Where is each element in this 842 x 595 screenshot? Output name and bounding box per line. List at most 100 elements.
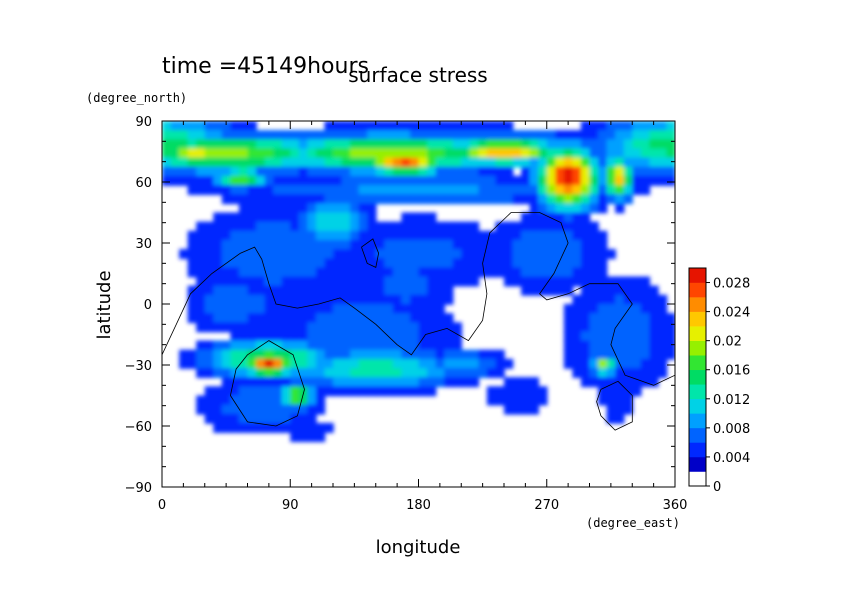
field-cell [315, 313, 326, 324]
field-cell [666, 148, 675, 159]
field-cell [290, 249, 300, 260]
field-cell [427, 148, 437, 159]
field-cell [409, 258, 420, 269]
field-cell [598, 386, 608, 397]
field-cell [196, 175, 206, 186]
field-cell [401, 386, 411, 397]
field-cell [384, 340, 394, 351]
field-cell [350, 203, 360, 214]
field-cell [375, 230, 386, 241]
field-cell [213, 212, 223, 223]
field-cell [409, 157, 420, 168]
field-cell [512, 175, 522, 186]
field-cell [298, 249, 309, 260]
field-cell [307, 185, 317, 195]
field-cell [409, 239, 420, 250]
field-cell [247, 239, 257, 250]
field-cell [538, 139, 548, 150]
field-cell [204, 130, 215, 141]
field-cell [290, 358, 300, 369]
field-cell [247, 349, 257, 360]
field-cell [196, 221, 206, 232]
field-cell [598, 377, 608, 388]
field-cell [589, 130, 599, 141]
field-cell [580, 368, 591, 378]
field-cell [444, 358, 454, 369]
field-cell [632, 285, 642, 296]
field-cell [401, 285, 411, 296]
field-cell [563, 212, 574, 223]
field-cell [418, 349, 428, 360]
field-cell [452, 258, 463, 269]
field-cell [204, 304, 215, 314]
field-cell [444, 313, 454, 324]
field-cell [196, 249, 206, 260]
field-cell [580, 322, 591, 333]
field-cell [315, 139, 326, 150]
field-cell [350, 340, 360, 351]
field-cell [204, 285, 215, 296]
field-cell [538, 395, 548, 406]
field-cell [598, 340, 608, 351]
field-cell [350, 221, 360, 232]
field-cell [538, 157, 548, 168]
field-cell [606, 175, 616, 186]
field-cell [221, 239, 232, 250]
field-cell [546, 148, 557, 159]
field-cell [598, 230, 608, 241]
field-cell [273, 130, 283, 141]
field-cell [649, 304, 659, 314]
colorbar-segment [689, 282, 706, 298]
field-cell [187, 130, 197, 141]
field-cell [341, 322, 351, 333]
field-cell [606, 331, 616, 342]
field-cell [273, 185, 283, 195]
field-cell [427, 304, 437, 314]
field-cell [324, 358, 334, 369]
field-cell [598, 368, 608, 378]
field-cell [256, 413, 266, 424]
colorbar-segment [689, 340, 706, 356]
field-cell [324, 121, 334, 131]
field-cell [555, 285, 565, 296]
field-cell [606, 166, 616, 177]
field-cell [418, 239, 428, 250]
field-cell [469, 139, 480, 150]
field-cell [409, 358, 420, 369]
field-cell [290, 166, 300, 177]
field-cell [529, 267, 539, 278]
field-cell [435, 157, 445, 168]
field-cell [307, 212, 317, 223]
field-cell [461, 358, 471, 369]
field-cell [307, 322, 317, 333]
field-cell [418, 313, 428, 324]
field-cell [555, 221, 565, 232]
field-cell [333, 194, 343, 205]
field-cell [290, 239, 300, 250]
field-cell [512, 230, 522, 241]
field-cell [495, 395, 505, 406]
field-cell [409, 267, 420, 278]
field-cell [615, 185, 625, 195]
field-cell [213, 175, 223, 186]
field-cell [409, 386, 420, 397]
field-cell [580, 121, 591, 131]
field-cell [238, 294, 249, 305]
field-cell [546, 139, 557, 150]
field-cell [281, 175, 292, 186]
field-cell [512, 249, 522, 260]
field-cell [427, 239, 437, 250]
field-cell [196, 313, 206, 324]
field-cell [230, 258, 240, 269]
field-cell [350, 166, 360, 177]
field-cell [478, 166, 488, 177]
field-cell [401, 349, 411, 360]
colorbar-tick-label: 0.024 [713, 306, 750, 321]
field-cell [478, 130, 488, 141]
field-cell [401, 249, 411, 260]
field-cell [221, 194, 232, 205]
field-cell [444, 166, 454, 177]
field-cell [401, 377, 411, 388]
field-cell [238, 148, 249, 159]
field-cell [341, 175, 351, 186]
